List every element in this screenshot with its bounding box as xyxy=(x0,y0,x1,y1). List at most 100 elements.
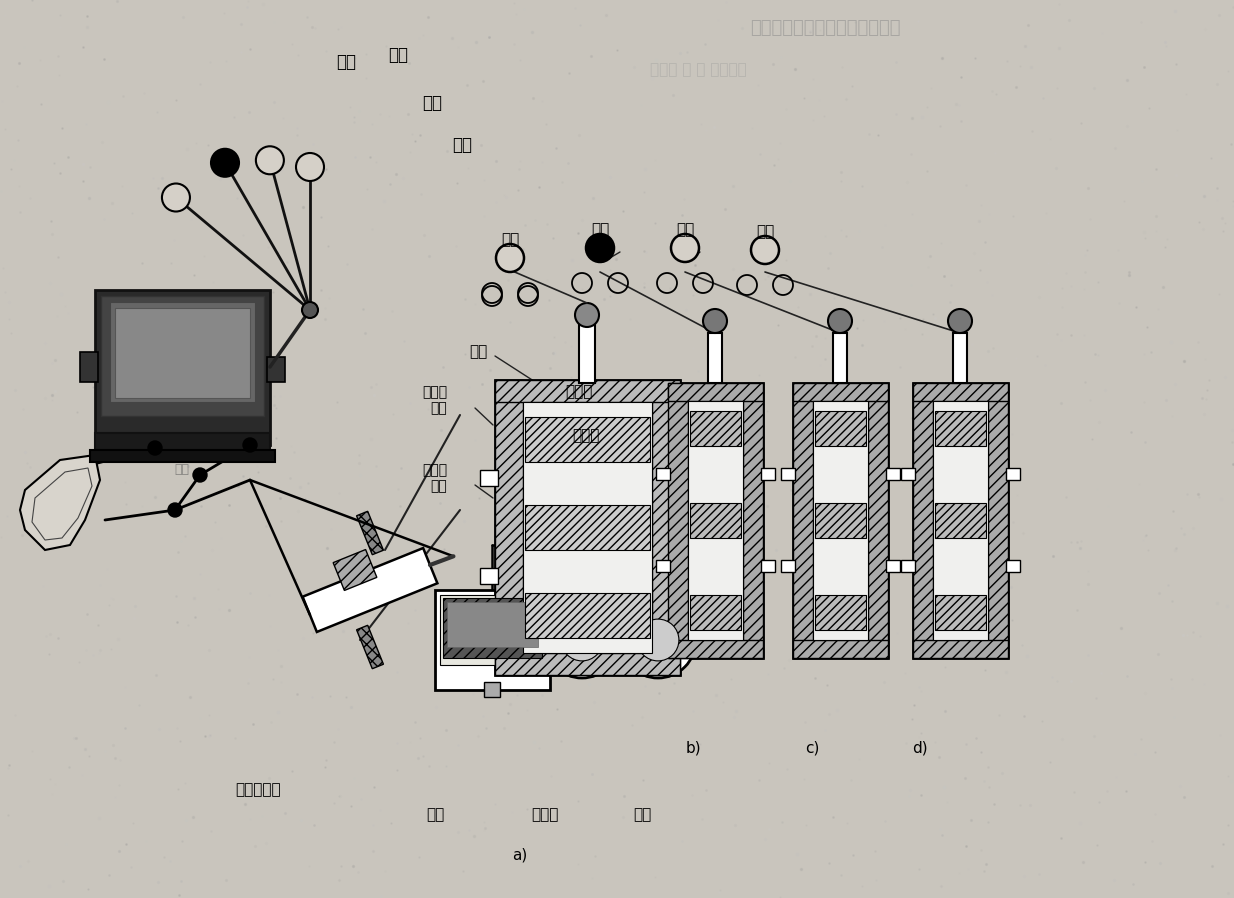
Bar xyxy=(793,383,888,658)
Bar xyxy=(868,383,888,658)
Text: a): a) xyxy=(512,848,528,862)
Circle shape xyxy=(671,234,698,262)
Circle shape xyxy=(162,183,190,212)
Text: 浮动: 浮动 xyxy=(452,136,471,154)
Bar xyxy=(480,470,499,486)
Bar xyxy=(652,380,680,675)
Circle shape xyxy=(586,234,615,262)
Circle shape xyxy=(561,619,603,661)
Circle shape xyxy=(243,438,257,452)
Bar xyxy=(690,503,740,538)
Bar xyxy=(901,560,914,572)
Polygon shape xyxy=(357,511,384,555)
Bar xyxy=(935,411,986,446)
Text: 通油缸
下腔: 通油缸 下腔 xyxy=(422,385,447,415)
Bar xyxy=(668,383,763,401)
Bar xyxy=(886,560,900,572)
Bar xyxy=(524,505,650,550)
Bar xyxy=(495,380,523,675)
Circle shape xyxy=(496,244,524,272)
Text: 中立: 中立 xyxy=(387,46,408,64)
Bar xyxy=(524,417,650,462)
Bar xyxy=(436,590,550,690)
Bar xyxy=(781,468,795,480)
Bar xyxy=(668,640,763,658)
Bar xyxy=(793,640,888,658)
Bar xyxy=(656,468,670,480)
Bar xyxy=(101,296,264,416)
Polygon shape xyxy=(357,625,384,669)
Circle shape xyxy=(148,441,162,455)
Bar xyxy=(441,595,545,665)
Text: 油箱: 油箱 xyxy=(426,807,444,823)
Text: b): b) xyxy=(685,741,701,755)
Text: d): d) xyxy=(912,741,928,755)
Text: 通油缸
上腔: 通油缸 上腔 xyxy=(422,462,447,493)
Text: 浮动: 浮动 xyxy=(756,224,774,240)
Bar xyxy=(913,383,1008,401)
Bar xyxy=(1006,560,1021,572)
Bar xyxy=(935,595,986,630)
Bar xyxy=(495,380,680,675)
Polygon shape xyxy=(302,548,437,632)
Circle shape xyxy=(703,309,727,333)
Bar xyxy=(935,503,986,538)
Text: 分配器: 分配器 xyxy=(532,807,559,823)
Text: 压降: 压降 xyxy=(676,223,694,237)
Text: c): c) xyxy=(805,741,819,755)
Text: 提升: 提升 xyxy=(336,53,355,71)
Circle shape xyxy=(637,619,679,661)
Bar xyxy=(443,598,542,658)
Circle shape xyxy=(211,149,239,177)
Polygon shape xyxy=(333,550,376,591)
Bar xyxy=(781,560,795,572)
Bar xyxy=(814,595,866,630)
Bar xyxy=(793,383,813,658)
Bar xyxy=(484,682,500,697)
Text: 电磁阀简图及其工作原理和应用: 电磁阀简图及其工作原理和应用 xyxy=(750,19,901,37)
Bar xyxy=(953,333,967,383)
Bar xyxy=(668,383,689,658)
Bar xyxy=(793,383,888,401)
Bar xyxy=(579,325,595,383)
Bar xyxy=(913,383,1008,658)
Bar xyxy=(913,383,933,658)
Text: 阀门: 阀门 xyxy=(174,463,190,476)
Text: 压降: 压降 xyxy=(422,94,442,112)
Bar xyxy=(833,333,847,383)
Text: 滑阀: 滑阀 xyxy=(469,345,487,359)
Bar xyxy=(886,468,900,480)
Bar xyxy=(90,450,275,462)
Bar xyxy=(115,308,251,398)
Bar xyxy=(267,357,285,382)
Text: 回油道: 回油道 xyxy=(565,384,592,400)
Bar xyxy=(689,401,743,640)
Bar xyxy=(677,568,695,584)
Text: 量整气 立 中 阀同有月: 量整气 立 中 阀同有月 xyxy=(650,63,747,77)
Bar xyxy=(95,290,270,445)
Bar xyxy=(901,468,914,480)
Text: 进油道: 进油道 xyxy=(573,428,600,444)
Bar xyxy=(447,602,538,647)
Bar xyxy=(813,401,868,640)
Bar xyxy=(690,595,740,630)
Bar xyxy=(1006,468,1021,480)
Polygon shape xyxy=(20,455,100,550)
Bar xyxy=(743,383,763,658)
Bar xyxy=(761,560,775,572)
Circle shape xyxy=(296,153,325,181)
Bar xyxy=(814,503,866,538)
Bar xyxy=(524,593,650,638)
Text: 双作用油缸: 双作用油缸 xyxy=(236,782,281,797)
Circle shape xyxy=(255,146,284,174)
Text: 提升: 提升 xyxy=(501,233,520,248)
Bar xyxy=(495,380,680,402)
Circle shape xyxy=(752,236,779,264)
Bar xyxy=(668,383,763,658)
Bar xyxy=(523,402,652,653)
Circle shape xyxy=(544,602,619,678)
Bar xyxy=(761,468,775,480)
Bar xyxy=(677,470,695,486)
Circle shape xyxy=(575,303,598,327)
Circle shape xyxy=(168,503,181,517)
